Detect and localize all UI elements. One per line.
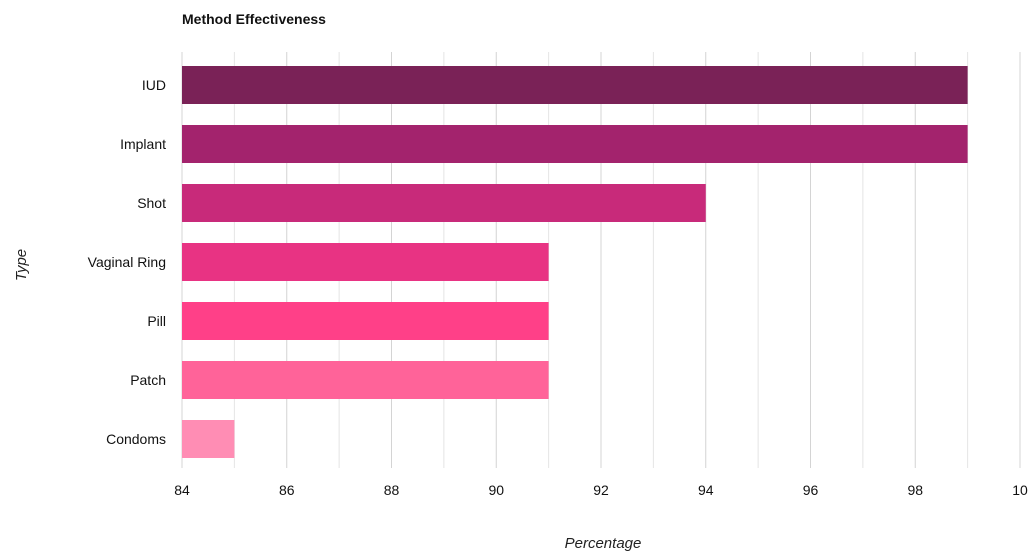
category-label: Implant — [120, 136, 166, 152]
category-label: Shot — [137, 195, 166, 211]
x-tick-label: 86 — [279, 482, 295, 498]
category-labels: IUD Implant Shot Vaginal Ring Pill Patch Condo… — [88, 77, 166, 447]
y-axis-title: Type — [13, 249, 30, 281]
bar-pill[interactable] — [182, 302, 549, 340]
x-tick-label: 84 — [174, 482, 190, 498]
category-label: Vaginal Ring — [88, 254, 166, 270]
x-tick-label: 98 — [907, 482, 923, 498]
bar-vaginal-ring[interactable] — [182, 243, 549, 281]
bar-shot[interactable] — [182, 184, 706, 222]
category-label: Condoms — [106, 431, 166, 447]
x-tick-label: 96 — [803, 482, 819, 498]
bar-patch[interactable] — [182, 361, 549, 399]
chart-title: Method Effectiveness — [182, 11, 326, 27]
x-tick-label: 10 — [1012, 482, 1028, 498]
category-label: IUD — [142, 77, 166, 93]
x-tick-label: 94 — [698, 482, 714, 498]
category-label: Pill — [147, 313, 166, 329]
bar-condoms[interactable] — [182, 420, 235, 458]
bar-implant[interactable] — [182, 125, 968, 163]
bars — [182, 66, 968, 458]
x-tick-label: 90 — [488, 482, 504, 498]
x-tick-labels: 84 86 88 90 92 94 96 98 10 — [174, 482, 1028, 498]
category-label: Patch — [130, 372, 166, 388]
x-axis-title: Percentage — [565, 535, 642, 552]
bar-iud[interactable] — [182, 66, 968, 104]
x-tick-label: 92 — [593, 482, 609, 498]
x-tick-label: 88 — [384, 482, 400, 498]
